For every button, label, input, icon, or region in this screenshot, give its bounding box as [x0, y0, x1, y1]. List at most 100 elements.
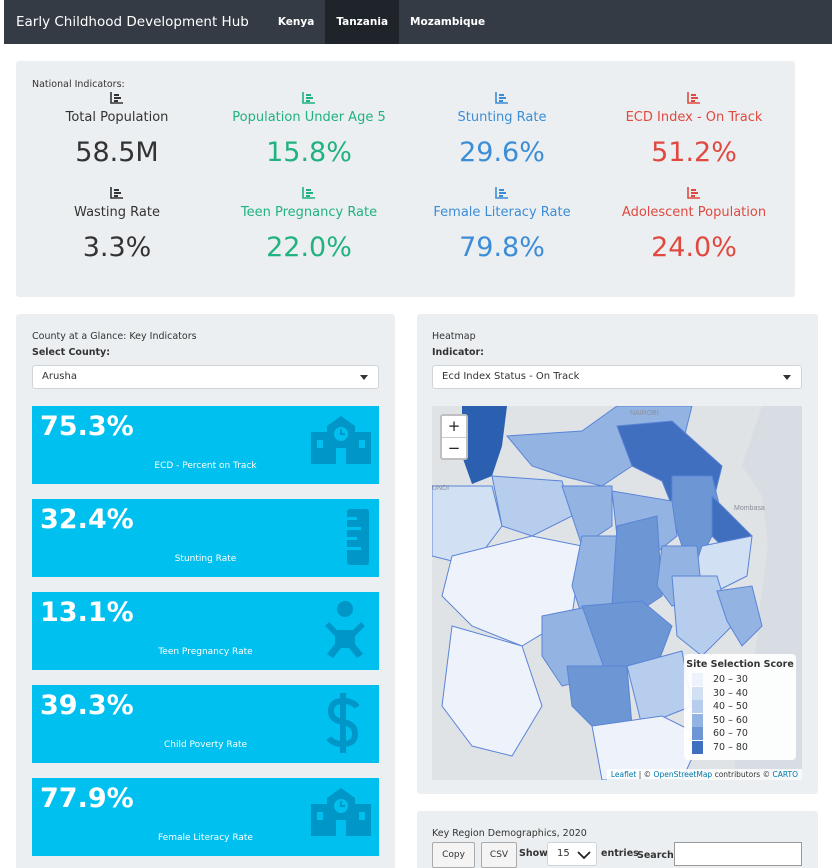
legend-item: 60 – 70 [684, 727, 796, 741]
baby-icon [307, 600, 375, 664]
tab-kenya[interactable]: Kenya [277, 16, 315, 28]
national-indicators-panel: National Indicators: [16, 61, 795, 297]
legend-range: 70 – 80 [713, 741, 748, 753]
legend-item: 50 – 60 [684, 713, 796, 728]
demographics-title: Key Region Demographics, 2020 [432, 828, 587, 839]
value-box-caption: Child Poverty Rate [163, 740, 248, 750]
kpi-label: Wasting Rate [74, 205, 160, 220]
legend-range: 60 – 70 [713, 728, 748, 740]
bar-chart-icon [302, 92, 315, 104]
attribution-text: | © [636, 770, 654, 779]
lake-region [462, 406, 507, 484]
tab-mozambique[interactable]: Mozambique [410, 16, 486, 28]
place-label: UNDI [432, 485, 449, 492]
kpi-value: 79.8% [459, 232, 545, 263]
value-box-caption: Teen Pregnancy Rate [158, 647, 253, 657]
value-box-number: 13.1% [40, 597, 134, 628]
school-icon [307, 786, 375, 840]
legend-swatch [692, 740, 703, 754]
legend-range: 50 – 60 [713, 714, 748, 726]
navbar: Early Childhood Development Hub Kenya Ta… [4, 0, 832, 44]
indicator-select[interactable]: Ecd Index Status - On Track [432, 365, 802, 389]
legend-item: 20 – 30 [684, 673, 796, 687]
legend-item: 30 – 40 [684, 686, 796, 701]
kpi-value: 51.2% [651, 137, 737, 168]
map-region[interactable] [432, 485, 503, 567]
zoom-in-button[interactable]: + [447, 417, 461, 435]
legend-swatch [692, 700, 703, 714]
entries-select[interactable]: 15 [547, 842, 597, 866]
legend-title: Site Selection Score [686, 659, 794, 670]
leaflet-link[interactable]: Leaflet [610, 770, 637, 779]
kpi-value: 22.0% [266, 232, 352, 263]
kpi-label: Teen Pregnancy Rate [240, 205, 378, 220]
kpi-label: Adolescent Population [621, 205, 767, 220]
kpi-item: Female Literacy Rate 79.8% [407, 187, 597, 263]
value-box: 75.3% ECD - Percent on Track [32, 406, 379, 484]
value-box-caption: Female Literacy Rate [158, 833, 253, 843]
kpi-item: Stunting Rate 29.6% [407, 92, 597, 168]
map-region[interactable] [491, 475, 573, 537]
legend-range: 40 – 50 [713, 701, 748, 713]
map-attribution: Leaflet | © OpenStreetMap contributors ©… [606, 769, 802, 780]
county-panel-title: County at a Glance: Key Indicators [32, 331, 197, 342]
map-region[interactable] [671, 575, 733, 657]
county-select[interactable]: Arusha [32, 365, 379, 389]
zoom-control: + − [440, 414, 468, 460]
value-box: 39.3% Child Poverty Rate [32, 685, 379, 763]
kpi-value: 24.0% [651, 232, 737, 263]
place-label: Mombasa [734, 505, 765, 512]
value-box-caption: Stunting Rate [174, 554, 237, 564]
value-box: 77.9% Female Literacy Rate [32, 778, 379, 856]
copy-button[interactable]: Copy [432, 842, 475, 868]
legend-item: 40 – 50 [684, 700, 796, 714]
legend-swatch [692, 673, 703, 687]
bar-chart-icon [687, 92, 700, 104]
legend-swatch [692, 727, 703, 741]
kpi-label: Population Under Age 5 [232, 110, 386, 125]
brand-title[interactable]: Early Childhood Development Hub [16, 14, 249, 30]
indicator-label: Indicator: [432, 347, 484, 358]
chevron-down-icon [577, 851, 591, 859]
kpi-item: Population Under Age 5 15.8% [214, 92, 404, 168]
kpi-item: Teen Pregnancy Rate 22.0% [214, 187, 404, 263]
carto-link[interactable]: CARTO [772, 770, 798, 779]
value-box-number: 77.9% [40, 783, 134, 814]
value-box-number: 39.3% [40, 690, 134, 721]
zoom-out-button[interactable]: − [442, 437, 466, 458]
bar-chart-icon [110, 187, 123, 199]
map-legend: Site Selection Score 20 – 30 30 – 40 40 – … [684, 654, 796, 760]
indicator-select-value: Ecd Index Status - On Track [442, 371, 580, 382]
legend-range: 20 – 30 [713, 674, 748, 686]
attribution-text: contributors © [712, 770, 773, 779]
chevron-down-icon [783, 375, 791, 380]
heatmap-map[interactable]: NAIROBI Mombasa UNDI + − Site Selection … [432, 406, 802, 780]
kpi-item: Adolescent Population 24.0% [599, 187, 789, 263]
dollar-icon [307, 693, 375, 757]
osm-link[interactable]: OpenStreetMap [653, 770, 713, 779]
map-region[interactable] [716, 585, 763, 647]
map-region[interactable] [441, 625, 543, 757]
value-box-number: 75.3% [40, 411, 134, 442]
kpi-label: Stunting Rate [457, 110, 547, 125]
kpi-value: 58.5M [75, 137, 159, 168]
place-label: NAIROBI [630, 410, 659, 417]
search-input[interactable] [674, 842, 802, 866]
bar-chart-icon [302, 187, 315, 199]
kpi-item: Wasting Rate 3.3% [22, 187, 212, 263]
search-label: Search: [637, 850, 678, 861]
show-label: Show [519, 848, 548, 859]
value-box-number: 32.4% [40, 504, 134, 535]
csv-button[interactable]: CSV [481, 842, 517, 868]
bar-chart-icon [110, 92, 123, 104]
legend-swatch [692, 713, 703, 727]
ruler-icon [307, 507, 375, 569]
map-region[interactable] [581, 600, 673, 677]
entries-select-value: 15 [557, 848, 570, 859]
kpi-label: Total Population [65, 110, 169, 125]
tab-tanzania[interactable]: Tanzania [325, 0, 400, 44]
kpi-label: ECD Index - On Track [625, 110, 763, 125]
kpi-item: Total Population 58.5M [22, 92, 212, 168]
national-indicators-title: National Indicators: [32, 79, 125, 90]
entries-label: entries [601, 848, 639, 859]
